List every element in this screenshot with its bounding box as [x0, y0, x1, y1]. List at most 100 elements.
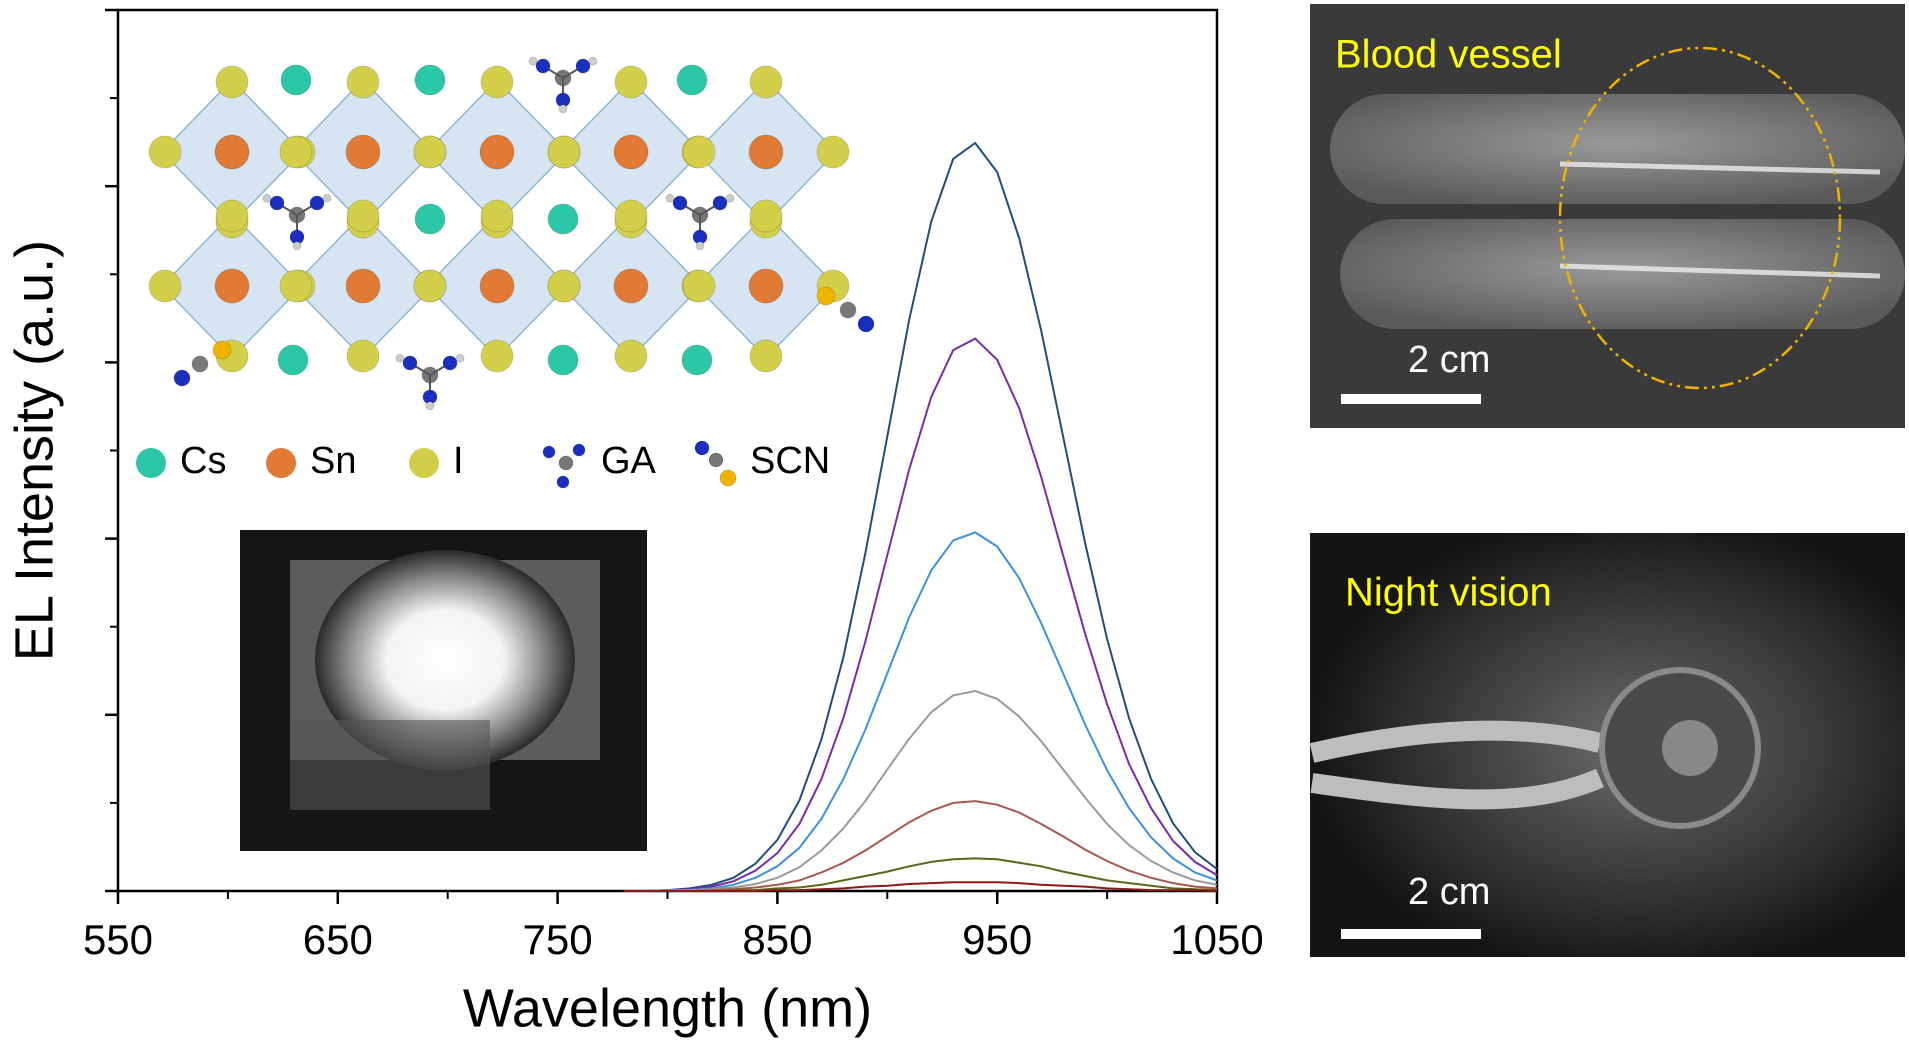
scale-bar-label: 2 cm — [1408, 871, 1490, 913]
legend-swatch — [266, 448, 296, 478]
tin-atom — [748, 268, 784, 304]
x-tick-label: 950 — [962, 916, 1032, 963]
tin-atom — [479, 268, 515, 304]
vessel — [1559, 161, 1881, 175]
cesium-atom — [681, 344, 713, 376]
tin-atom — [345, 268, 381, 304]
nitrogen-atom — [269, 195, 285, 211]
cesium-atom — [414, 64, 446, 96]
spectrum-line — [623, 531, 1218, 892]
cesium-atom — [277, 344, 309, 376]
nitrogen-atom — [309, 195, 325, 211]
tin-atom — [613, 268, 649, 304]
legend-swatch — [409, 448, 439, 478]
iodine-atom — [749, 339, 783, 373]
hydrogen-atom — [455, 353, 465, 363]
photo-frame — [1310, 4, 1905, 428]
hydrogen-atom — [695, 241, 705, 251]
carbon-atom — [839, 301, 857, 319]
iodine-atom — [547, 269, 581, 303]
iodine-atom — [614, 339, 648, 373]
iodine-atom — [480, 339, 514, 373]
spectrum-line — [623, 337, 1218, 892]
highlight-circle — [1558, 46, 1842, 390]
x-axis-label: Wavelength (nm) — [463, 978, 872, 1038]
cesium-atom — [280, 64, 312, 96]
iodine-atom — [547, 135, 581, 169]
cesium-atom — [414, 203, 446, 235]
nitrogen-atom — [575, 58, 591, 74]
structure-legend-label: I — [453, 440, 464, 482]
iodine-atom — [148, 269, 182, 303]
iodine-atom — [816, 135, 850, 169]
iodine-atom — [215, 65, 249, 99]
iodine-atom — [413, 269, 447, 303]
legend-swatch — [572, 443, 586, 457]
cable — [1309, 720, 1605, 810]
tin-atom — [613, 134, 649, 170]
legend-swatch — [558, 455, 574, 471]
hydrogen-atom — [425, 401, 435, 411]
photo-label: Night vision — [1345, 571, 1552, 615]
nitrogen-atom — [442, 355, 458, 371]
x-tick-label: 550 — [83, 916, 153, 963]
structure-legend-label: GA — [601, 440, 657, 482]
x-tick-label: 650 — [303, 916, 373, 963]
carbon-atom — [191, 355, 209, 373]
nitrogen-atom — [712, 195, 728, 211]
tin-atom — [214, 268, 250, 304]
hydrogen-atom — [292, 241, 302, 251]
iodine-atom — [346, 65, 380, 99]
crystal-structure — [148, 56, 875, 489]
nitrogen-atom — [402, 355, 418, 371]
finger — [1330, 94, 1905, 204]
emission-spot — [315, 550, 575, 770]
iodine-atom — [346, 199, 380, 233]
hydrogen-atom — [262, 193, 272, 203]
iodine-atom — [614, 65, 648, 99]
legend-swatch — [694, 440, 710, 456]
iodine-atom — [279, 269, 313, 303]
hydrogen-atom — [665, 193, 675, 203]
hydrogen-atom — [725, 193, 735, 203]
hydrogen-atom — [588, 56, 598, 66]
spectrum-line — [623, 800, 1218, 892]
structure-legend-label: Cs — [180, 440, 226, 482]
device-lower — [290, 720, 490, 810]
structure-legend-label: SCN — [750, 440, 830, 482]
iodine-atom — [413, 135, 447, 169]
photo-label: Blood vessel — [1335, 33, 1562, 77]
iodine-atom — [148, 135, 182, 169]
iodine-atom — [215, 199, 249, 233]
iodine-atom — [279, 135, 313, 169]
hydrogen-atom — [322, 193, 332, 203]
x-tick-label: 850 — [742, 916, 812, 963]
spectrum-line — [623, 141, 1218, 892]
x-tick-label: 750 — [523, 916, 593, 963]
tin-atom — [748, 134, 784, 170]
scale-bar-label: 2 cm — [1408, 339, 1490, 381]
spectrum-line — [623, 689, 1218, 892]
hydrogen-atom — [558, 104, 568, 114]
cesium-atom — [547, 203, 579, 235]
tin-atom — [345, 134, 381, 170]
spectrum-line — [623, 881, 1218, 892]
legend-swatch — [542, 445, 556, 459]
sulfur-atom — [816, 286, 836, 306]
iodine-atom — [682, 135, 716, 169]
tin-atom — [479, 134, 515, 170]
nitrogen-atom — [173, 369, 191, 387]
iodine-atom — [749, 65, 783, 99]
hydrogen-atom — [528, 56, 538, 66]
x-tick-label: 1050 — [1170, 916, 1263, 963]
y-axis-label: EL Intensity (a.u.) — [4, 240, 64, 661]
vessel — [1559, 263, 1881, 279]
nitrogen-atom — [672, 195, 688, 211]
tin-atom — [214, 134, 250, 170]
finger — [1340, 219, 1905, 329]
nitrogen-atom — [535, 58, 551, 74]
legend-swatch — [708, 452, 724, 468]
iodine-atom — [749, 199, 783, 233]
iodine-atom — [480, 199, 514, 233]
